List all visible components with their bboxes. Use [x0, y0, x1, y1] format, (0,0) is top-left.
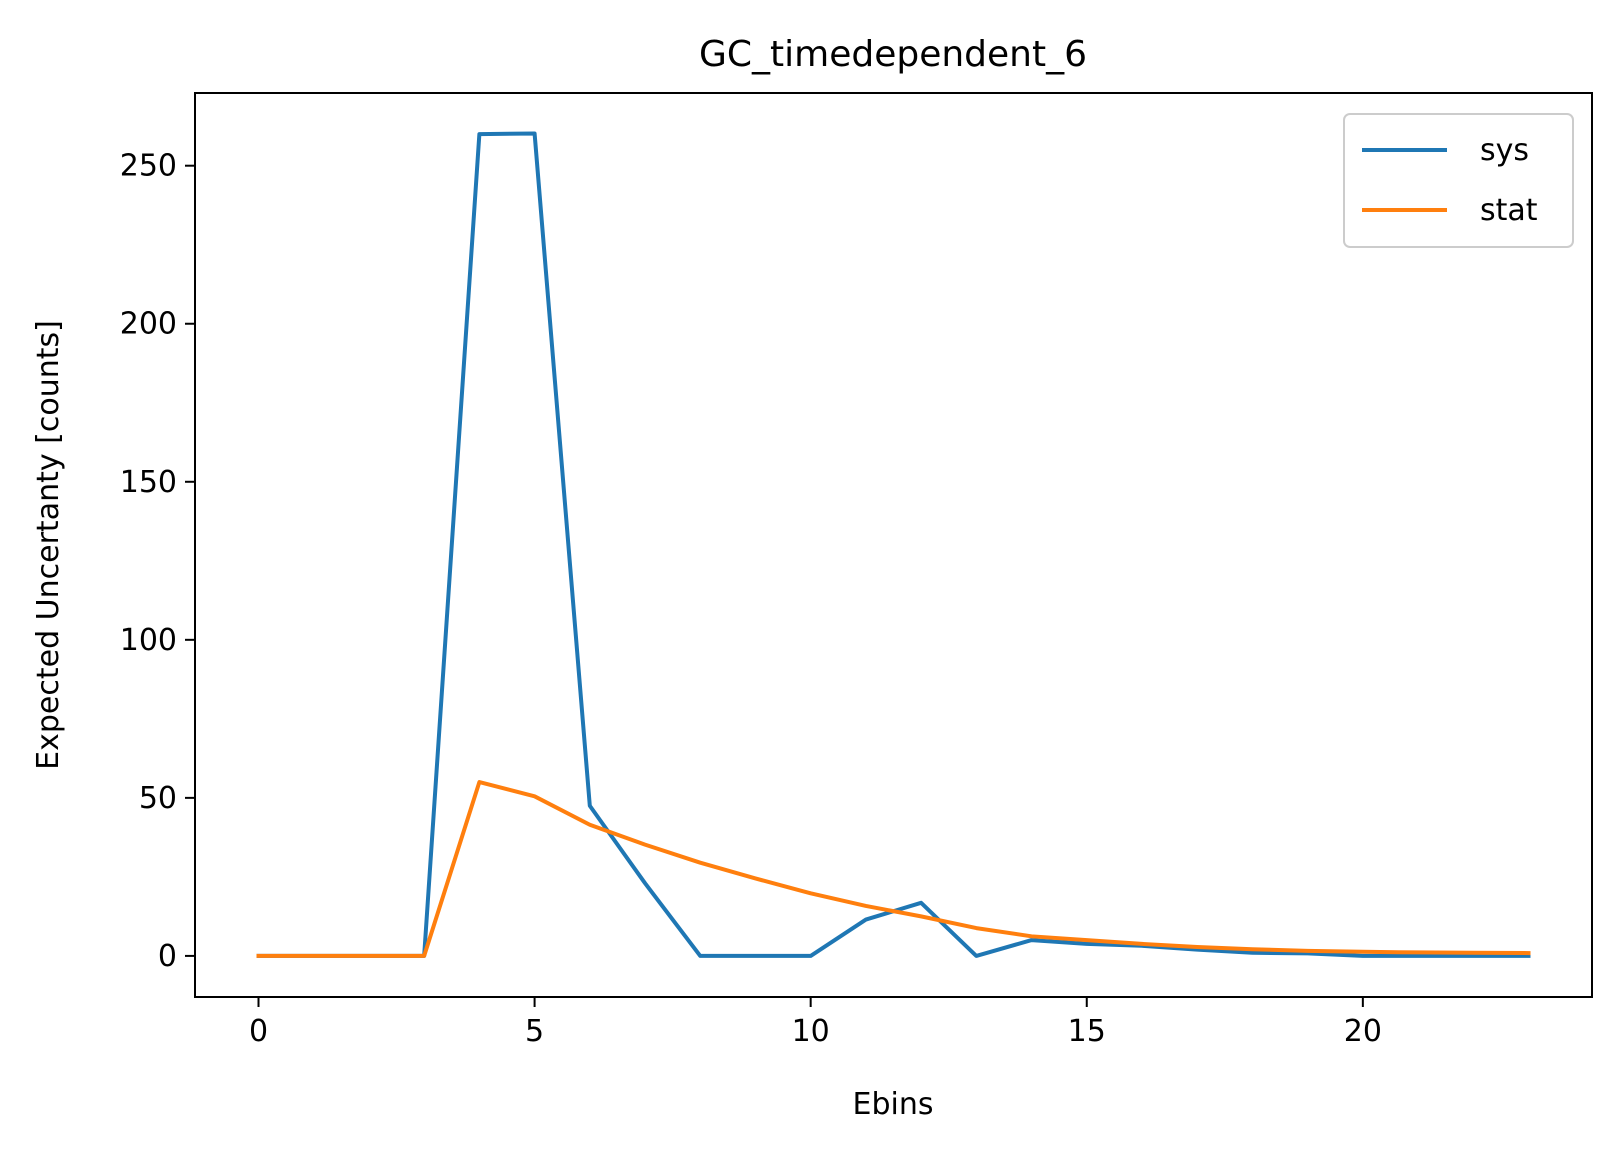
x-axis-ticks: 0 5 10 15 20	[249, 997, 1382, 1049]
plot-frame	[194, 92, 1593, 998]
x-tick-label: 5	[525, 1014, 544, 1049]
legend: sys stat	[1343, 113, 1574, 248]
chart-title: GC_timedependent_6	[699, 34, 1087, 75]
series-line-stat	[256, 780, 1531, 958]
y-axis-label: Expected Uncertanty [counts]	[31, 320, 66, 770]
y-tick-label: 200	[120, 307, 177, 342]
legend-label-stat: stat	[1480, 193, 1538, 228]
y-tick-label: 150	[120, 465, 177, 500]
y-tick-label: 50	[139, 781, 177, 816]
y-tick-label: 100	[120, 623, 177, 658]
plot-lines	[256, 131, 1531, 958]
legend-label-sys: sys	[1480, 133, 1529, 168]
x-tick-label: 15	[1068, 1014, 1106, 1049]
x-tick-label: 0	[249, 1014, 268, 1049]
y-tick-label: 0	[158, 939, 177, 974]
legend-box	[1343, 113, 1574, 248]
x-tick-label: 10	[792, 1014, 830, 1049]
y-axis-ticks: 0 50 100 150 200 250	[120, 149, 195, 974]
x-tick-label: 20	[1344, 1014, 1382, 1049]
y-tick-label: 250	[120, 149, 177, 184]
x-axis-label: Ebins	[853, 1087, 934, 1122]
